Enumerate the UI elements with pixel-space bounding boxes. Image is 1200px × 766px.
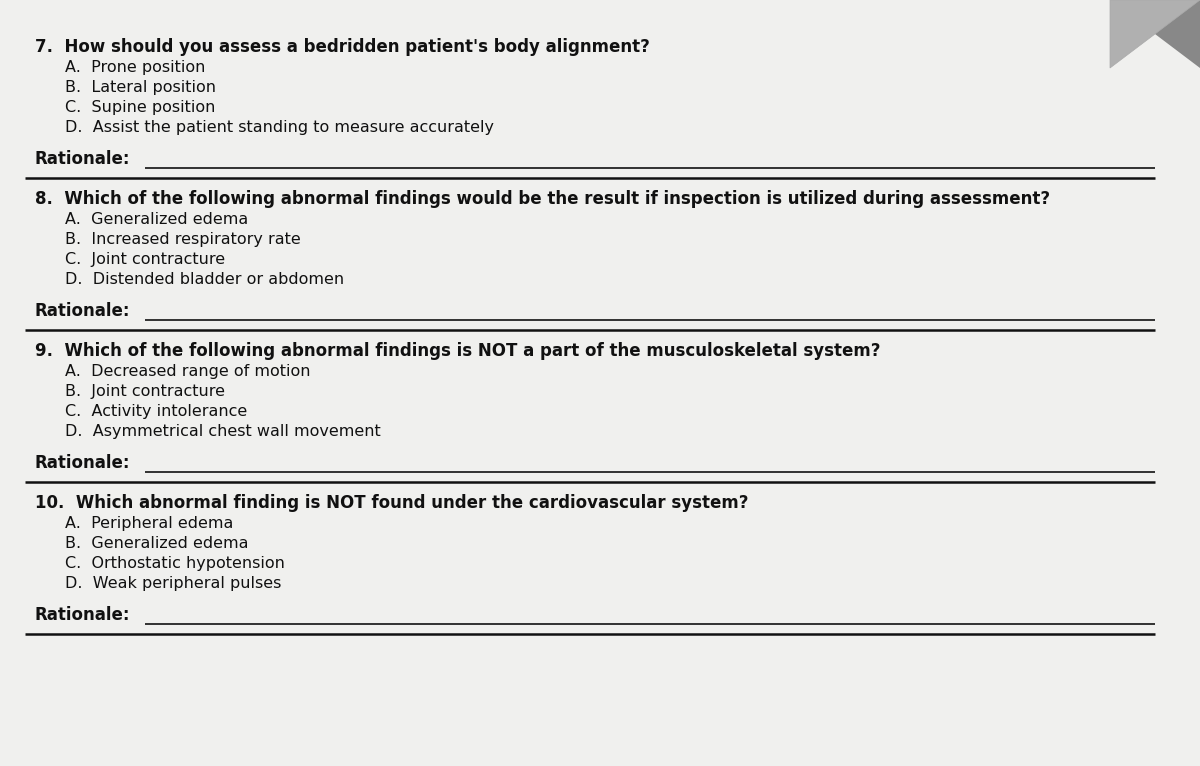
Text: A.  Peripheral edema: A. Peripheral edema	[65, 516, 233, 531]
Text: A.  Decreased range of motion: A. Decreased range of motion	[65, 364, 311, 379]
Text: Rationale:: Rationale:	[35, 302, 131, 320]
Text: B.  Increased respiratory rate: B. Increased respiratory rate	[65, 232, 301, 247]
Text: 10.  Which abnormal finding is NOT found under the cardiovascular system?: 10. Which abnormal finding is NOT found …	[35, 494, 749, 512]
Text: C.  Orthostatic hypotension: C. Orthostatic hypotension	[65, 556, 284, 571]
Text: D.  Assist the patient standing to measure accurately: D. Assist the patient standing to measur…	[65, 120, 494, 135]
Text: D.  Asymmetrical chest wall movement: D. Asymmetrical chest wall movement	[65, 424, 380, 439]
Polygon shape	[1110, 0, 1200, 68]
Text: Rationale:: Rationale:	[35, 606, 131, 624]
Text: B.  Lateral position: B. Lateral position	[65, 80, 216, 95]
Text: B.  Generalized edema: B. Generalized edema	[65, 536, 248, 551]
Text: C.  Activity intolerance: C. Activity intolerance	[65, 404, 247, 419]
Text: Rationale:: Rationale:	[35, 454, 131, 472]
Text: 9.  Which of the following abnormal findings is NOT a part of the musculoskeleta: 9. Which of the following abnormal findi…	[35, 342, 881, 360]
Polygon shape	[1110, 0, 1200, 68]
Text: D.  Weak peripheral pulses: D. Weak peripheral pulses	[65, 576, 281, 591]
Text: Rationale:: Rationale:	[35, 150, 131, 168]
Text: 8.  Which of the following abnormal findings would be the result if inspection i: 8. Which of the following abnormal findi…	[35, 190, 1050, 208]
Text: 7.  How should you assess a bedridden patient's body alignment?: 7. How should you assess a bedridden pat…	[35, 38, 650, 56]
Text: C.  Supine position: C. Supine position	[65, 100, 215, 115]
Text: A.  Prone position: A. Prone position	[65, 60, 205, 75]
Text: B.  Joint contracture: B. Joint contracture	[65, 384, 226, 399]
Text: A.  Generalized edema: A. Generalized edema	[65, 212, 248, 227]
Text: D.  Distended bladder or abdomen: D. Distended bladder or abdomen	[65, 272, 344, 287]
Text: C.  Joint contracture: C. Joint contracture	[65, 252, 226, 267]
